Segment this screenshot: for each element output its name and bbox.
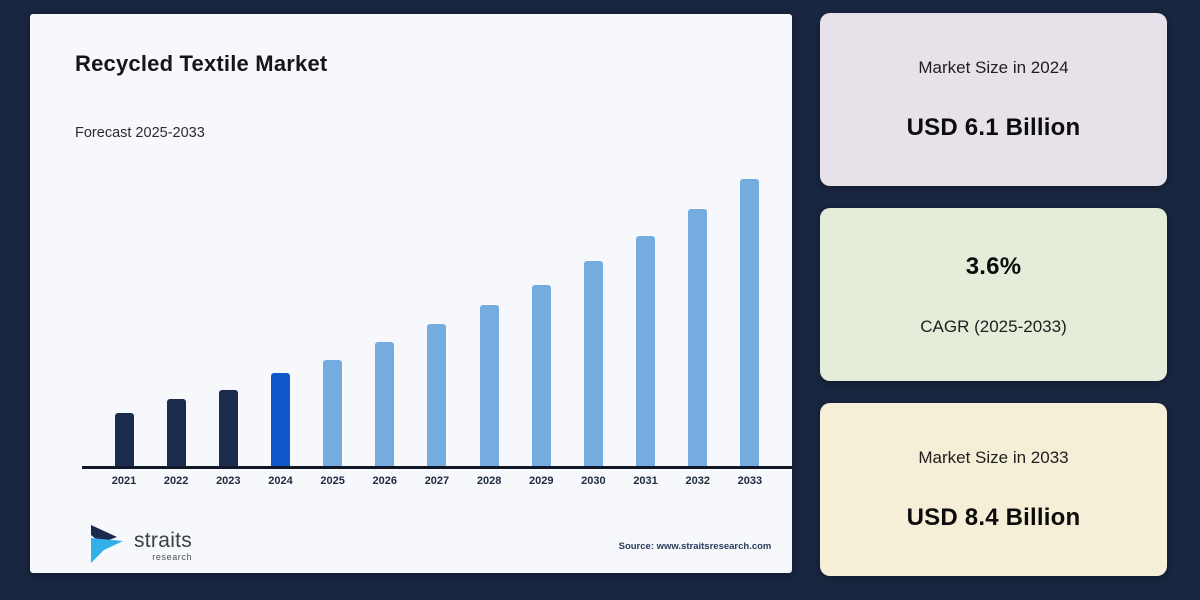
stat-label: Market Size in 2033: [918, 447, 1069, 467]
bar-column-2023: [211, 179, 245, 466]
bar-2030: [583, 261, 603, 466]
bar-column-2021: [107, 179, 141, 466]
logo-text-block: straits research: [134, 530, 192, 562]
x-axis-line: [82, 466, 792, 469]
page-title: Recycled Textile Market: [75, 51, 328, 76]
x-label-2023: 2023: [216, 475, 241, 487]
logo-brand-name: straits: [134, 529, 193, 552]
forecast-subtitle: Forecast 2025-2033: [75, 125, 205, 141]
x-label-2022: 2022: [163, 475, 189, 487]
bar-2032: [688, 209, 708, 466]
bar-2021: [114, 412, 134, 466]
bar-2022: [166, 399, 186, 466]
stat-value: USD 8.4 Billion: [906, 503, 1081, 531]
bar-column-2031: [629, 179, 663, 466]
x-label-2024: 2024: [268, 475, 293, 487]
logo-brand-subname: research: [152, 552, 193, 562]
bar-column-2027: [420, 179, 454, 466]
bar-column-2028: [472, 179, 506, 466]
x-label-2027: 2027: [424, 475, 450, 487]
stat-panel-market-size-2024: Market Size in 2024 USD 6.1 Billion: [820, 13, 1167, 186]
bar-2023: [218, 389, 238, 466]
bar-2025: [323, 359, 343, 466]
stat-panel-market-size-2033: Market Size in 2033 USD 8.4 Billion: [820, 403, 1167, 576]
bar-column-2033: [733, 179, 767, 466]
chart-card: Recycled Textile Market Forecast 2025-20…: [30, 14, 792, 573]
bar-column-2032: [681, 179, 715, 466]
stat-label: CAGR (2025-2033): [920, 316, 1067, 336]
bar-2031: [636, 236, 656, 466]
x-label-2031: 2031: [633, 475, 658, 487]
bar-2024: [270, 373, 290, 466]
bar-column-2025: [316, 179, 350, 466]
straits-research-logo: straits research: [88, 523, 192, 567]
x-label-2028: 2028: [476, 475, 502, 487]
bar-2029: [531, 284, 551, 466]
logo-chevron-icon: [88, 523, 130, 567]
x-label-2029: 2029: [529, 475, 554, 487]
source-attribution: Source: www.straitsresearch.com: [618, 541, 772, 552]
bar-2033: [740, 179, 760, 466]
bar-2028: [479, 305, 499, 466]
bar-series: [82, 179, 792, 466]
x-label-2032: 2032: [685, 475, 710, 487]
stat-value: USD 6.1 Billion: [906, 113, 1081, 141]
stat-label: Market Size in 2024: [918, 57, 1069, 77]
bar-2026: [375, 342, 395, 466]
x-label-2021: 2021: [111, 475, 137, 487]
x-label-2033: 2033: [737, 475, 763, 487]
bar-2027: [427, 323, 447, 466]
stat-panel-cagr: 3.6% CAGR (2025-2033): [820, 208, 1167, 381]
x-label-2026: 2026: [372, 475, 398, 487]
bar-column-2029: [524, 179, 558, 466]
x-label-2030: 2030: [581, 475, 606, 487]
bar-column-2026: [368, 179, 402, 466]
bar-column-2022: [159, 179, 193, 466]
x-axis-labels: 2021 2022 2023 2024 2025 2026 2027 2028 2029 2030…: [82, 475, 792, 487]
stat-value: 3.6%: [965, 252, 1022, 280]
bar-column-2024: [263, 179, 297, 466]
x-label-2025: 2025: [320, 475, 345, 487]
bar-column-2030: [576, 179, 610, 466]
